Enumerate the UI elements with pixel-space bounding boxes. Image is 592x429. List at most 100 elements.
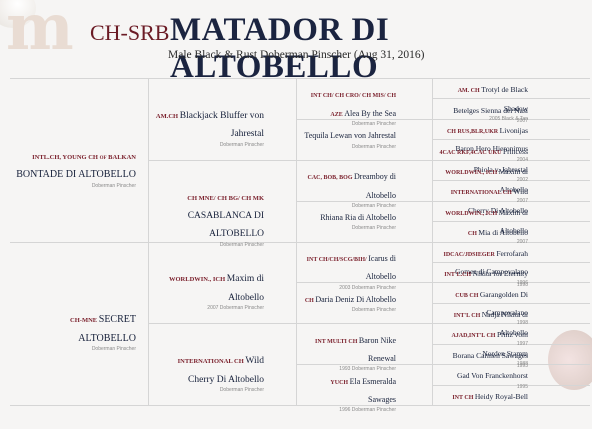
dog-name: Garangolden Di Campovalano: [479, 289, 528, 317]
dog-breed-info: Doberman Pinscher: [219, 241, 264, 248]
row-separator: [148, 159, 296, 161]
gen3-dog-entry: Tequila Lewan von Jahrestal Doberman Pins…: [302, 125, 396, 150]
gen4-dog-entry: WORLDWIN., ICH Maxim di Altobello 2007: [438, 161, 528, 205]
dog-name: Princess Phiola v. Jahrestal: [473, 146, 528, 174]
gen4-dog-entry: INT'L.CH Nikita for Eternity 1998: [438, 263, 528, 288]
dog-breed-info: 2007 Doberman Pinscher: [207, 305, 264, 312]
dog-name: Maxim di Altobello: [498, 166, 528, 195]
row-separator: [296, 200, 432, 202]
dog-breed-info: 1993 Doberman Pinscher: [339, 366, 396, 373]
dog-name: Betelges Sienna del Nasi: [453, 105, 528, 115]
gen2-dog-entry: INTERNATIONAL CH Wild Cherry Di Altobell…: [154, 350, 264, 394]
dog-name: Ela Esmeralda Sawages: [349, 376, 396, 404]
dog-name: Mia di Altobello: [478, 228, 528, 238]
dog-name: CASABLANCA DI ALTOBELLO: [187, 211, 264, 240]
dog-titles: CH MNE/ CH BG/ CH MK: [187, 194, 264, 202]
dog-titles: INT CH: [452, 394, 475, 401]
row-separator: [432, 405, 590, 406]
dog-titles: INT CH/ CH CRO/ CH MIS/ CH AZE: [310, 93, 396, 118]
row-separator: [296, 405, 432, 406]
gen4-dog-entry: AJAD,INT'L CH Prinz vom Norden Stamm 1988: [438, 324, 528, 368]
dog-titles: AM. CH: [457, 88, 482, 95]
dog-titles: CH: [467, 231, 479, 238]
gen3-dog-entry: YUCH Ela Esmeralda Sawages 1996 Doberman …: [302, 371, 396, 415]
dog-titles: INT'L CH: [453, 313, 482, 320]
dog-name-title: MATADOR DI ALTOBELLO: [170, 12, 390, 85]
dog-titles: INT'L.CH: [444, 272, 473, 279]
dog-name: SECRET ALTOBELLO: [78, 314, 136, 344]
dog-breed-info: 1993: [516, 363, 528, 370]
dog-titles: YUCH: [330, 379, 350, 386]
dog-name: Ferrofarah Gomez di Campovalano: [455, 248, 528, 277]
dog-titles: WORLDWIN., ICH: [445, 210, 499, 217]
gen3-dog-entry: Rhiana Ria di Altobello Doberman Pinscher: [302, 207, 396, 232]
gen2-dog-entry: CH MNE/ CH BG/ CH MK CASABLANCA DI ALTOB…: [154, 187, 264, 249]
gen4-dog-entry: CH Mia di Altobello: [438, 222, 528, 240]
dog-titles: CUB CH: [455, 292, 480, 299]
dog-titles: CH: [304, 297, 316, 304]
dog-name: Baron Nike Renewal: [358, 335, 396, 364]
row-separator: [432, 159, 590, 161]
dog-name: Nadja Nikita di Altobello: [481, 310, 528, 338]
dog-breed-info: Doberman Pinscher: [219, 141, 264, 148]
gen3-dog-entry: CH Daria Deniz Di Altobello Doberman Pins…: [302, 289, 396, 314]
dog-breed-info: Doberman Pinscher: [219, 386, 264, 393]
dog-name: Alea By the Sea: [344, 108, 396, 118]
gen4-dog-entry: AM. CH Trotyl de Black Shadow 2005 Black …: [438, 79, 528, 123]
dog-titles: CH-MNE: [70, 317, 99, 325]
row-separator: [432, 78, 590, 79]
dog-name: Wild Cherry Di Altobello: [188, 356, 264, 385]
dog-titles: CAC, BOB, BOG: [307, 175, 354, 182]
gen4-dog-entry: INTERNATIONAL CH Wild Cherry Di Altobell…: [438, 181, 528, 218]
dog-titles: WORLDWIN., ICH: [445, 169, 499, 176]
dog-name: Heidy Royal-Bell: [474, 391, 528, 401]
row-separator: [296, 364, 432, 366]
dog-breed-info: 1998: [516, 281, 528, 288]
row-separator: [296, 282, 432, 284]
row-separator: [148, 78, 296, 79]
kennel-logo: m: [6, 0, 74, 65]
dog-breed-info: 2002: [516, 177, 528, 184]
gen4-dog-entry: INT CH Heidy Royal-Bell: [438, 386, 528, 404]
flower-decoration-bottom-right: [548, 330, 592, 390]
dog-titles: INT MULTI CH: [315, 338, 359, 345]
dog-name: Blackjack Bluffer von Jahrestal: [179, 110, 264, 140]
row-separator: [432, 98, 590, 100]
dog-name: BONTADE DI ALTOBELLO: [16, 169, 136, 181]
row-separator: [432, 180, 590, 182]
row-separator: [432, 221, 590, 223]
row-separator: [296, 118, 432, 120]
dog-titles: WORLDWIN., ICH: [168, 276, 227, 284]
row-separator: [432, 302, 590, 304]
gen4-dog-entry: IDCAC/JDSIEGER Ferrofarah Gomez di Campo…: [438, 243, 529, 287]
dog-breed-info: Doberman Pinscher: [91, 182, 136, 189]
dog-breed-info: 2007: [516, 118, 528, 125]
dog-name: Dreamboy di Altobello: [354, 172, 396, 200]
gen4-dog-entry: CUB CH Garangolden Di Campovalano 1998: [438, 284, 528, 328]
row-separator: [432, 241, 590, 243]
dog-name: Gad Von Franckenhorst: [457, 371, 528, 381]
dog-breed-info: 2003 Doberman Pinscher: [339, 284, 396, 291]
dog-titles: INT CH/CH/SCG/BIH/: [306, 256, 369, 263]
row-separator: [296, 159, 432, 161]
dog-name: Trotyl de Black Shadow: [481, 85, 528, 113]
dog-description: Male Black & Rust Doberman Pinscher (Aug…: [168, 49, 425, 61]
dog-name: Tequila Lewan von Jahrestal: [304, 131, 396, 141]
dog-breed-info: 1995: [516, 383, 528, 390]
dog-breed-info: 1996: [516, 279, 528, 286]
gen4-dog-entry: WORLDWIN., ICH Maxim di Altobello 2007: [438, 202, 528, 246]
dog-name: Prinz vom Norden Stamm: [482, 330, 528, 358]
row-separator: [10, 78, 148, 79]
gen2-dog-entry: AM.CH Blackjack Bluffer von Jahrestal Dob…: [154, 105, 264, 149]
dog-name: Rhiana Ria di Altobello: [320, 213, 396, 223]
row-separator: [432, 384, 590, 386]
row-separator: [10, 405, 148, 406]
dog-breed-info: 2005 Black & Tan: [489, 116, 528, 122]
gen3-dog-entry: INT CH/ CH CRO/ CH MIS/ CH AZE Alea By t…: [302, 84, 396, 128]
gen2-dog-entry: WORLDWIN., ICH Maxim di Altobello 2007 Do…: [154, 268, 264, 312]
dog-name: Maxim di Altobello: [226, 274, 264, 303]
dog-titles: INTERNATIONAL CH: [177, 358, 246, 366]
dog-breed-info: Doberman Pinscher: [351, 143, 396, 150]
row-separator: [432, 261, 590, 263]
gen1-dog-entry: INTL.CH, YOUNG CH of BALKAN BONTADE DI A…: [16, 146, 136, 190]
